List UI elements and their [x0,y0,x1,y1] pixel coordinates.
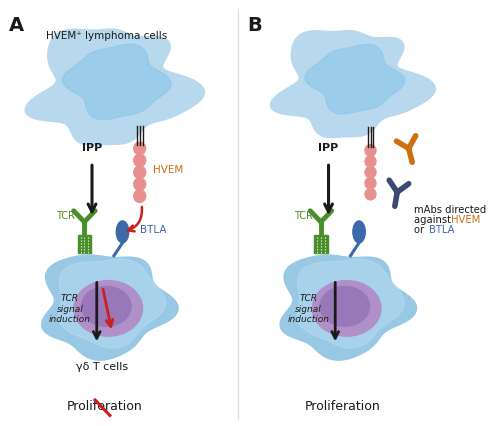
Circle shape [364,188,376,201]
FancyArrowPatch shape [128,207,142,231]
Circle shape [364,144,376,157]
Polygon shape [270,31,436,138]
FancyBboxPatch shape [314,235,328,253]
Text: B: B [248,16,262,35]
Polygon shape [58,259,166,348]
Polygon shape [297,259,405,348]
Text: IPP: IPP [82,144,102,153]
Text: Proliferation: Proliferation [66,400,142,413]
Polygon shape [25,29,204,145]
Circle shape [364,177,376,190]
Polygon shape [280,255,416,360]
FancyBboxPatch shape [78,235,91,253]
Circle shape [133,177,146,191]
Text: BTLA: BTLA [140,225,166,235]
Text: HVEM⁺ lymphoma cells: HVEM⁺ lymphoma cells [46,31,167,41]
Text: γδ T cells: γδ T cells [76,362,128,372]
Text: HVEM: HVEM [153,165,184,175]
Ellipse shape [82,287,131,326]
Text: A: A [9,16,24,35]
Circle shape [364,155,376,168]
Circle shape [133,189,146,203]
Circle shape [133,153,146,167]
Text: TCR: TCR [56,211,74,221]
Ellipse shape [312,281,381,336]
Text: against: against [414,215,455,225]
Ellipse shape [74,281,142,336]
Ellipse shape [116,221,128,243]
Text: TCR
signal
induction: TCR signal induction [288,294,330,324]
Circle shape [364,166,376,179]
Text: BTLA: BTLA [428,225,454,235]
Text: HVEM: HVEM [450,215,480,225]
Ellipse shape [320,287,370,326]
Circle shape [133,141,146,155]
Ellipse shape [353,221,366,243]
Polygon shape [42,255,178,360]
Text: TCR
signal
induction: TCR signal induction [49,294,91,324]
Text: mAbs directed: mAbs directed [414,205,486,215]
Polygon shape [62,44,171,120]
Text: IPP: IPP [318,144,338,153]
Text: or: or [414,225,428,235]
Text: Proliferation: Proliferation [305,400,380,413]
Text: TCR: TCR [294,211,313,221]
Polygon shape [305,44,404,114]
Circle shape [133,165,146,179]
